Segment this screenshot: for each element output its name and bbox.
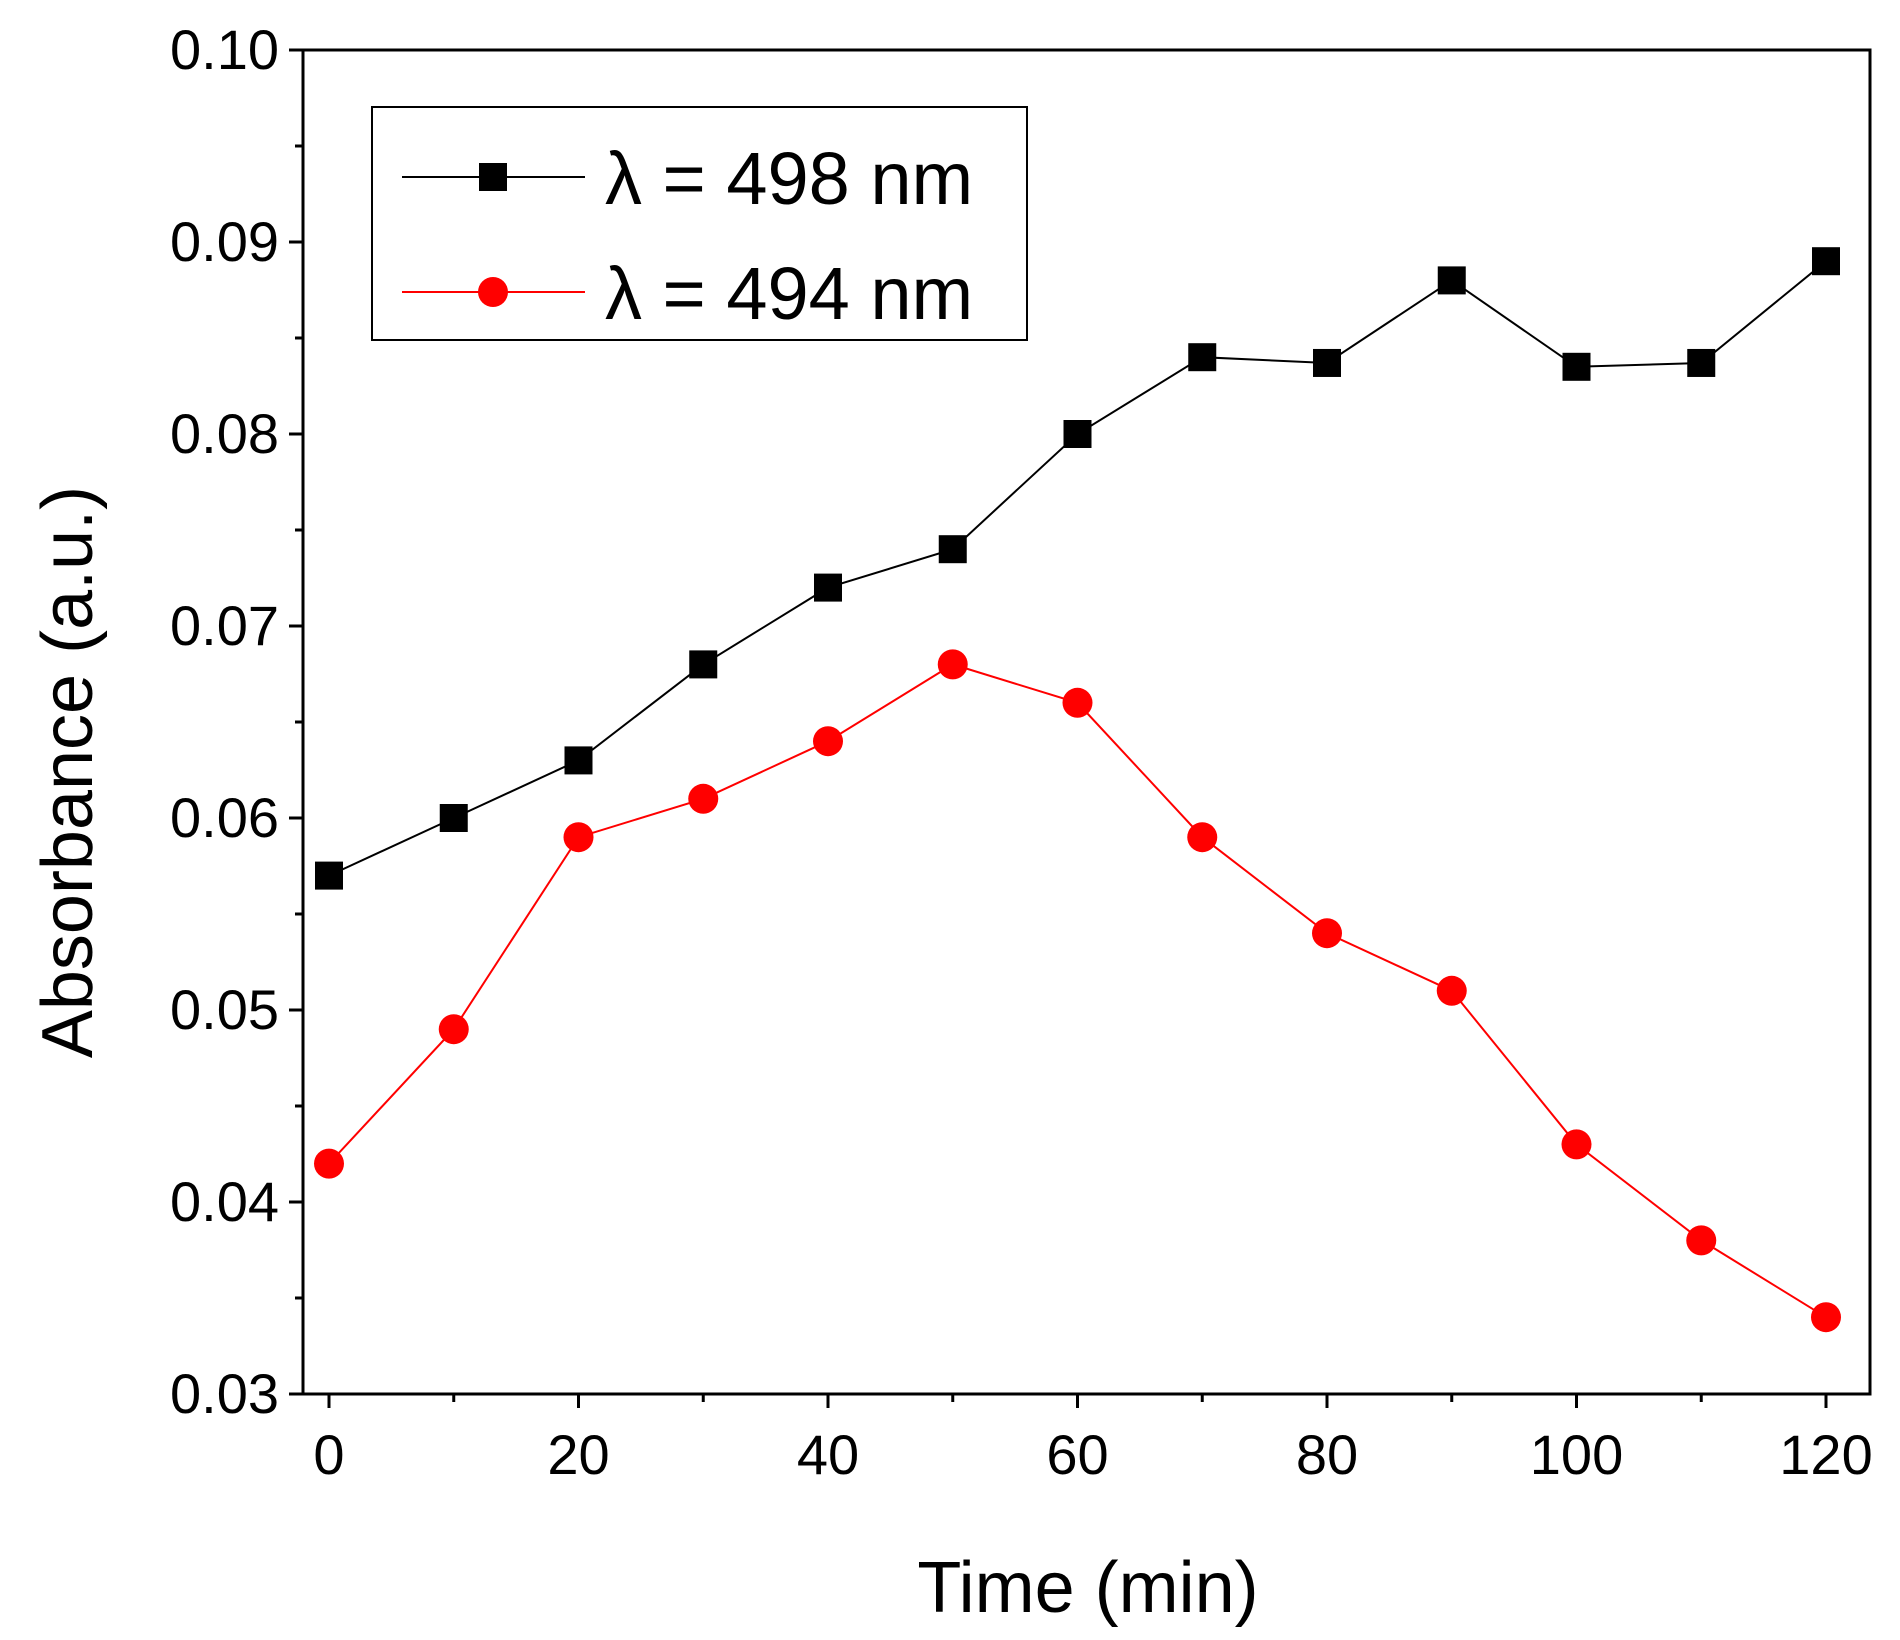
data-point-circle — [1312, 918, 1342, 949]
y-tick-label: 0.09 — [170, 210, 279, 273]
data-point-circle — [314, 1148, 344, 1179]
data-point-circle — [688, 783, 719, 814]
y-tick-label: 0.07 — [170, 594, 279, 657]
data-point-square — [938, 535, 967, 564]
data-point-circle — [1436, 975, 1467, 1006]
legend-marker-494 — [478, 277, 508, 307]
legend: λ = 498 nm λ = 494 nm — [371, 106, 1028, 341]
x-axis-title: Time (min) — [917, 1548, 1258, 1628]
data-point-circle — [1561, 1129, 1592, 1160]
y-tick-label: 0.05 — [170, 978, 279, 1041]
data-point-square — [1313, 348, 1341, 377]
data-point-square — [814, 573, 842, 602]
data-point-circle — [1187, 822, 1218, 853]
data-point-circle — [1811, 1302, 1841, 1333]
y-axis-ticks: 0.03 0.04 0.05 0.06 0.07 0.08 0.09 0.10 — [170, 18, 303, 1425]
data-point-circle — [937, 649, 968, 680]
legend-label-498: λ = 498 nm — [605, 137, 973, 220]
y-tick-label: 0.03 — [170, 1362, 279, 1425]
data-point-square — [1687, 348, 1716, 377]
x-tick-label: 60 — [1046, 1423, 1108, 1486]
series-layer — [314, 247, 1841, 1333]
series-498nm — [315, 247, 1840, 890]
data-point-square — [1812, 247, 1840, 276]
data-point-square — [689, 650, 718, 679]
data-point-square — [1188, 343, 1217, 372]
x-tick-label: 120 — [1779, 1423, 1872, 1486]
data-point-square — [1063, 420, 1092, 448]
data-point-circle — [1062, 687, 1093, 718]
series-494nm — [314, 649, 1841, 1333]
x-tick-label: 20 — [547, 1423, 609, 1486]
y-axis-title: Absorbance (a.u.) — [28, 486, 108, 1058]
data-point-square — [1562, 352, 1591, 381]
y-tick-label: 0.10 — [170, 18, 279, 81]
data-point-square — [564, 746, 593, 775]
data-point-square — [315, 861, 343, 890]
x-axis-ticks: 0 20 40 60 80 100 120 — [313, 1394, 1873, 1486]
data-point-circle — [813, 726, 843, 757]
data-point-circle — [1686, 1225, 1717, 1256]
x-tick-label: 80 — [1296, 1423, 1358, 1486]
data-point-square — [1437, 266, 1466, 295]
x-tick-label: 100 — [1530, 1423, 1623, 1486]
data-point-circle — [438, 1014, 469, 1045]
y-tick-label: 0.06 — [170, 786, 279, 849]
legend-marker-498 — [479, 163, 507, 191]
x-tick-label: 0 — [313, 1423, 344, 1486]
legend-label-494: λ = 494 nm — [605, 252, 973, 335]
x-tick-label: 40 — [797, 1423, 859, 1486]
y-tick-label: 0.04 — [170, 1170, 279, 1233]
data-point-circle — [563, 822, 594, 853]
y-tick-label: 0.08 — [170, 402, 279, 465]
data-point-square — [439, 804, 468, 832]
